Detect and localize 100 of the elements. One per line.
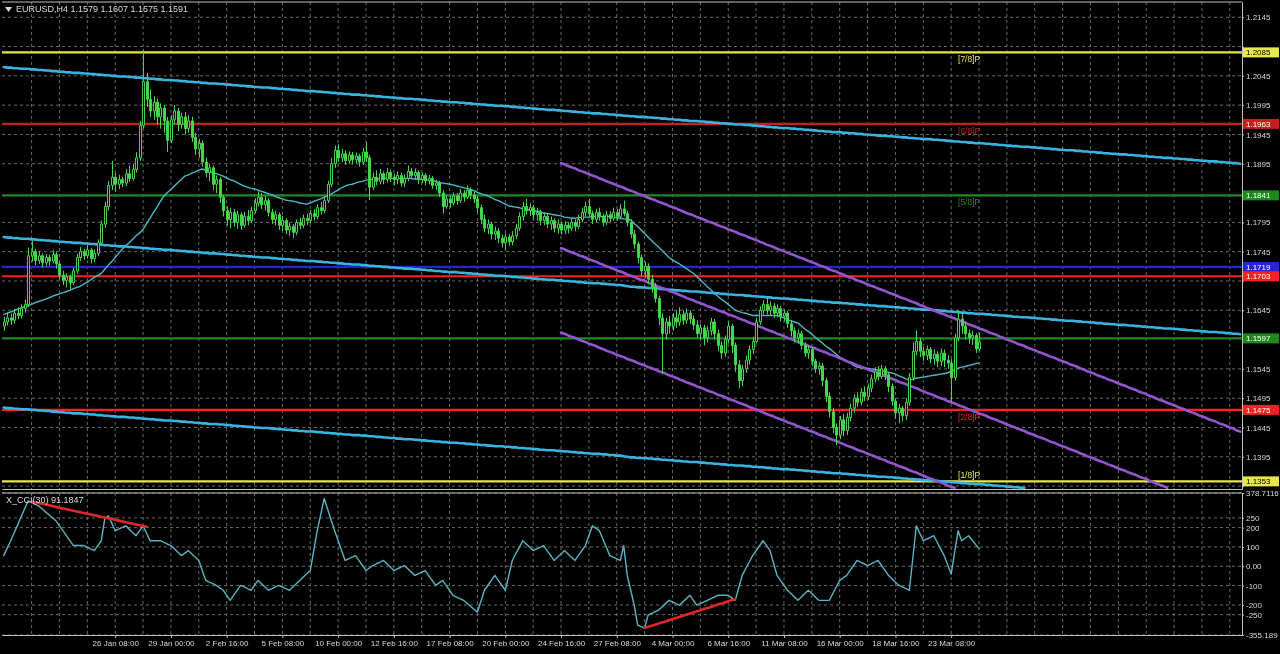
candlestick	[974, 332, 979, 354]
candlestick	[235, 210, 240, 230]
candlestick	[462, 189, 467, 203]
x-tick-label: 18 Mar 16:00	[872, 638, 921, 648]
chart-title: X_CCI(30) 91.1847	[6, 495, 84, 505]
y-tick-label: -200	[1246, 601, 1263, 611]
candlestick	[594, 208, 599, 223]
candlestick	[44, 253, 49, 267]
ref-line-label: [1/8]P	[958, 470, 981, 481]
candlestick	[246, 209, 251, 226]
text: 1.1475	[1246, 405, 1272, 415]
candlestick	[89, 247, 94, 264]
text: 1.1719	[1246, 262, 1272, 272]
candlestick	[301, 214, 306, 229]
candlestick	[552, 217, 557, 233]
y-tick-label: 1.2045	[1246, 71, 1272, 81]
candlestick	[242, 211, 247, 229]
x-tick-label: 5 Feb 08:00	[261, 638, 305, 648]
y-tick-label: 1.1995	[1246, 101, 1272, 111]
candlestick	[416, 169, 421, 185]
candlestick	[932, 349, 937, 366]
candlestick	[538, 209, 543, 226]
y-tick-label: 1.1395	[1246, 452, 1272, 462]
candlestick	[768, 300, 773, 317]
candlestick	[388, 169, 393, 183]
candlestick	[542, 211, 547, 226]
line-series	[559, 161, 1242, 433]
candlestick	[378, 168, 383, 185]
line-series	[559, 331, 956, 489]
candlestick	[427, 174, 432, 185]
candlestick	[413, 167, 418, 181]
candlestick	[977, 332, 982, 352]
candlestick	[451, 191, 456, 206]
y-tick-label: 1.1945	[1246, 130, 1272, 140]
candlestick	[211, 165, 216, 191]
candlestick	[559, 221, 564, 236]
candlestick	[496, 227, 501, 244]
candlestick	[85, 244, 90, 260]
candlestick	[308, 209, 313, 225]
y-tick-label: 250	[1246, 513, 1260, 523]
y-tick-label: 200	[1246, 523, 1260, 533]
x-tick-label: 23 Mar 08:00	[928, 638, 976, 648]
y-tick-label: 1.1545	[1246, 364, 1272, 374]
candlestick	[493, 225, 498, 241]
candlestick	[942, 349, 947, 368]
candlestick	[399, 172, 404, 188]
candlestick	[183, 111, 188, 135]
y-tick-label: 1.1445	[1246, 423, 1272, 433]
candlestick	[374, 169, 379, 186]
y-tick-label: 1.1795	[1246, 218, 1272, 228]
candlestick	[64, 272, 69, 288]
candlestick	[291, 223, 296, 239]
x-tick-label: 6 Mar 16:00	[707, 638, 751, 648]
candlestick	[702, 324, 707, 346]
candlestick	[468, 186, 473, 200]
candlestick	[423, 172, 428, 186]
chart-title: EURUSD,H4 1.1579 1.1607 1.1575 1.1591	[16, 4, 189, 14]
x-tick-label: 10 Feb 00:00	[315, 638, 363, 648]
candlestick	[354, 152, 359, 164]
candlestick	[312, 208, 317, 222]
candlestick	[695, 319, 700, 339]
candlestick	[127, 165, 132, 183]
candlestick	[155, 98, 160, 125]
candlestick	[677, 306, 682, 327]
text: 1.1597	[1246, 334, 1272, 344]
candlestick	[37, 250, 42, 265]
candlestick	[775, 303, 780, 318]
candlestick	[765, 296, 770, 315]
candlestick	[280, 215, 285, 232]
y-tick-label: -355.189	[1246, 631, 1279, 641]
candlestick	[273, 210, 278, 226]
candlestick	[455, 192, 460, 206]
candlestick	[284, 217, 289, 235]
candlestick	[671, 312, 676, 332]
line-series	[3, 497, 980, 629]
candlestick	[158, 102, 163, 130]
candlestick	[569, 217, 574, 232]
candlestick	[503, 232, 508, 251]
line-series	[559, 246, 1169, 489]
x-tick-label: 4 Mar 00:00	[651, 638, 695, 648]
candlestick	[545, 213, 550, 229]
candlestick	[681, 309, 686, 326]
candlestick	[608, 210, 613, 223]
x-tick-label: 24 Feb 16:00	[537, 638, 586, 648]
candlestick	[531, 204, 536, 220]
x-tick-label: 17 Feb 08:00	[426, 638, 475, 648]
candlestick	[40, 252, 45, 268]
ref-line-label: [6/8]P	[958, 125, 981, 136]
candlestick	[385, 167, 390, 183]
y-tick-label: 1.2145	[1246, 13, 1272, 23]
y-tick-label: 378.7116	[1246, 489, 1280, 499]
candlestick	[232, 208, 237, 227]
candlestick	[277, 211, 282, 231]
line-series	[643, 597, 737, 630]
candlestick	[176, 107, 181, 133]
candlestick	[928, 346, 933, 364]
candlestick	[486, 218, 491, 235]
y-tick-label: 1.1645	[1246, 306, 1272, 316]
candlestick	[859, 387, 864, 407]
candlestick	[239, 211, 244, 231]
